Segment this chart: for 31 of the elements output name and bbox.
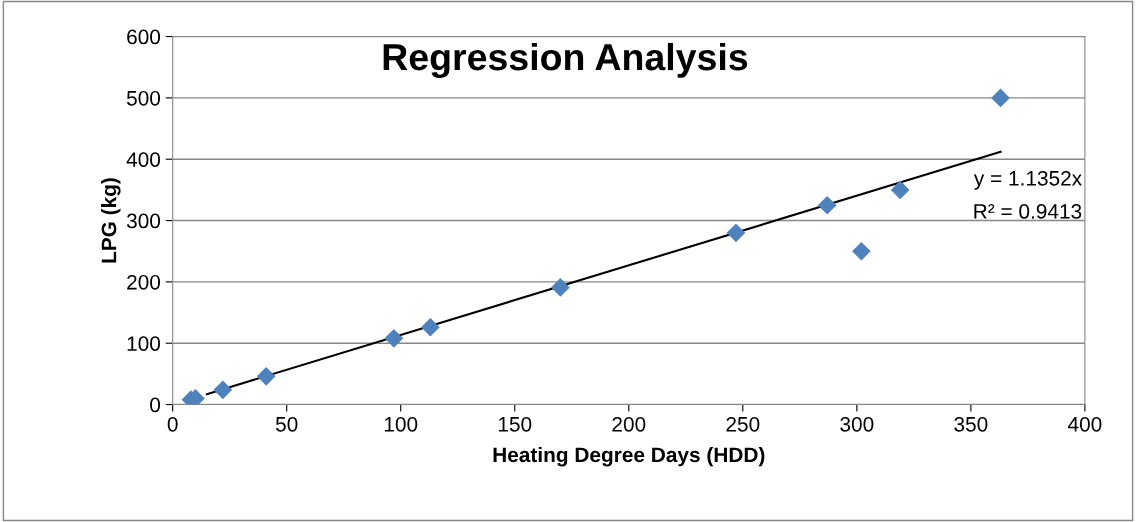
y-tick-label: 200 [127,274,161,290]
annotation: y = 1.1352x [973,170,1082,190]
point [213,380,233,400]
x-tick-label: 400 [1067,416,1102,432]
y-tick-label: 0 [150,397,161,413]
point [551,278,570,297]
x-tick-label: 200 [612,416,646,432]
point [852,241,871,261]
y-tick-label: 400 [126,152,161,167]
point [421,317,440,337]
x-tick-label: 100 [384,416,418,432]
x-tick-label: 150 [498,416,532,432]
x-tick-label: 300 [840,416,874,432]
chart-title: Regression Analysis [383,42,748,79]
y-tick-label: 600 [127,29,161,45]
point [817,195,837,215]
point [384,328,404,348]
x-tick-label: 0 [167,416,178,432]
y-tick-label: 500 [126,90,161,106]
y-tick-label: 300 [126,213,161,229]
x-tick-label: 250 [726,416,760,432]
point [991,88,1010,108]
x-tick-label: 350 [954,416,988,432]
x-tick-label: 50 [275,416,298,432]
y-tick-label: 100 [127,336,161,351]
x-axis-title: Heating Degree Days (HDD) [493,446,765,467]
y-axis-title: LPG (kg) [101,178,121,263]
point [726,223,746,243]
point [890,180,910,200]
annotation: R² = 0.9413 [974,204,1082,219]
point [256,367,276,386]
